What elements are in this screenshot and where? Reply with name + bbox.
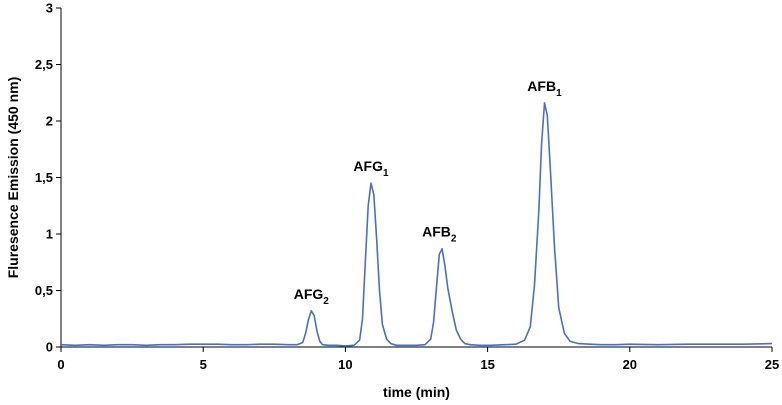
peak-annotations: AFG2 AFG1 AFB2 AFB1 bbox=[294, 78, 562, 307]
x-tick-label: 10 bbox=[338, 357, 352, 372]
x-tick-label: 25 bbox=[765, 357, 779, 372]
y-tick-label: 2 bbox=[46, 114, 53, 129]
x-tick-label: 0 bbox=[57, 357, 64, 372]
x-tick-label: 20 bbox=[623, 357, 637, 372]
y-tick-label: 2,5 bbox=[35, 57, 53, 72]
x-axis-title: time (min) bbox=[383, 384, 450, 400]
y-tick-label: 1 bbox=[46, 227, 53, 242]
peak-label: AFG2 bbox=[294, 286, 330, 307]
series-line bbox=[60, 102, 773, 347]
peak-label: AFB2 bbox=[422, 224, 457, 245]
x-tick-label: 5 bbox=[200, 357, 207, 372]
y-axis-title: Fluresence Emission (450 nm) bbox=[5, 77, 21, 279]
x-axis-ticks: 0 5 10 15 20 25 bbox=[57, 347, 779, 372]
peak-label: AFG1 bbox=[353, 158, 389, 179]
peak-label: AFB1 bbox=[527, 78, 562, 99]
y-tick-label: 3 bbox=[46, 1, 53, 16]
x-tick-label: 15 bbox=[480, 357, 494, 372]
y-tick-label: 1,5 bbox=[35, 170, 53, 185]
y-tick-label: 0 bbox=[46, 340, 53, 355]
y-tick-label: 0,5 bbox=[35, 283, 53, 298]
y-axis-ticks: 0 0,5 1 1,5 2 2,5 3 bbox=[35, 1, 61, 355]
axes bbox=[60, 8, 772, 348]
